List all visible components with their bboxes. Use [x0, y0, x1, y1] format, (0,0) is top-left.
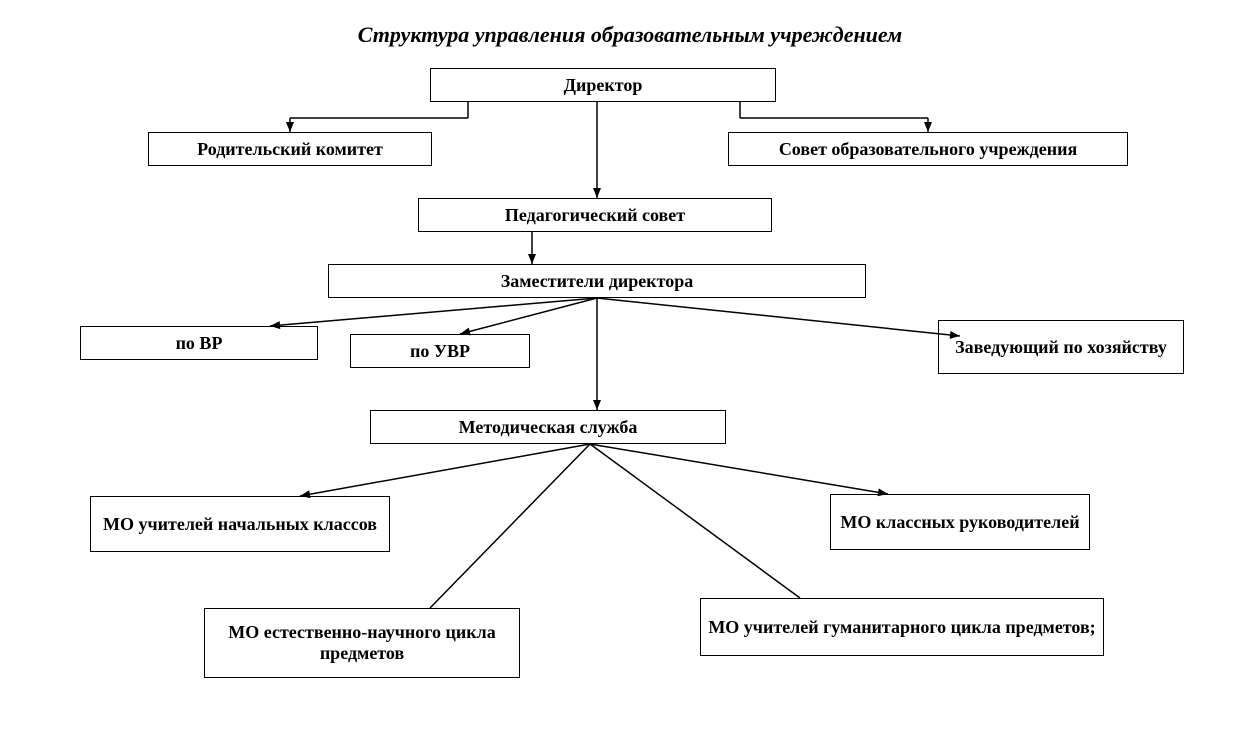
diagram-title: Структура управления образовательным учр… — [300, 22, 960, 48]
node-po-uvr: по УВР — [350, 334, 530, 368]
node-mo-sci: МО естественно-научного цикла предметов — [204, 608, 520, 678]
node-council: Совет образовательного учреждения — [728, 132, 1128, 166]
node-po-vr: по ВР — [80, 326, 318, 360]
node-metod: Методическая служба — [370, 410, 726, 444]
node-director: Директор — [430, 68, 776, 102]
node-deputies: Заместители директора — [328, 264, 866, 298]
node-mo-class: МО классных руководителей — [830, 494, 1090, 550]
node-mo-hum: МО учителей гуманитарного цикла предмето… — [700, 598, 1104, 656]
node-zav-hoz: Заведующий по хозяйству — [938, 320, 1184, 374]
node-mo-prim: МО учителей начальных классов — [90, 496, 390, 552]
node-parents: Родительский комитет — [148, 132, 432, 166]
node-pedsovet: Педагогический совет — [418, 198, 772, 232]
diagram-canvas: Структура управления образовательным учр… — [0, 0, 1241, 746]
